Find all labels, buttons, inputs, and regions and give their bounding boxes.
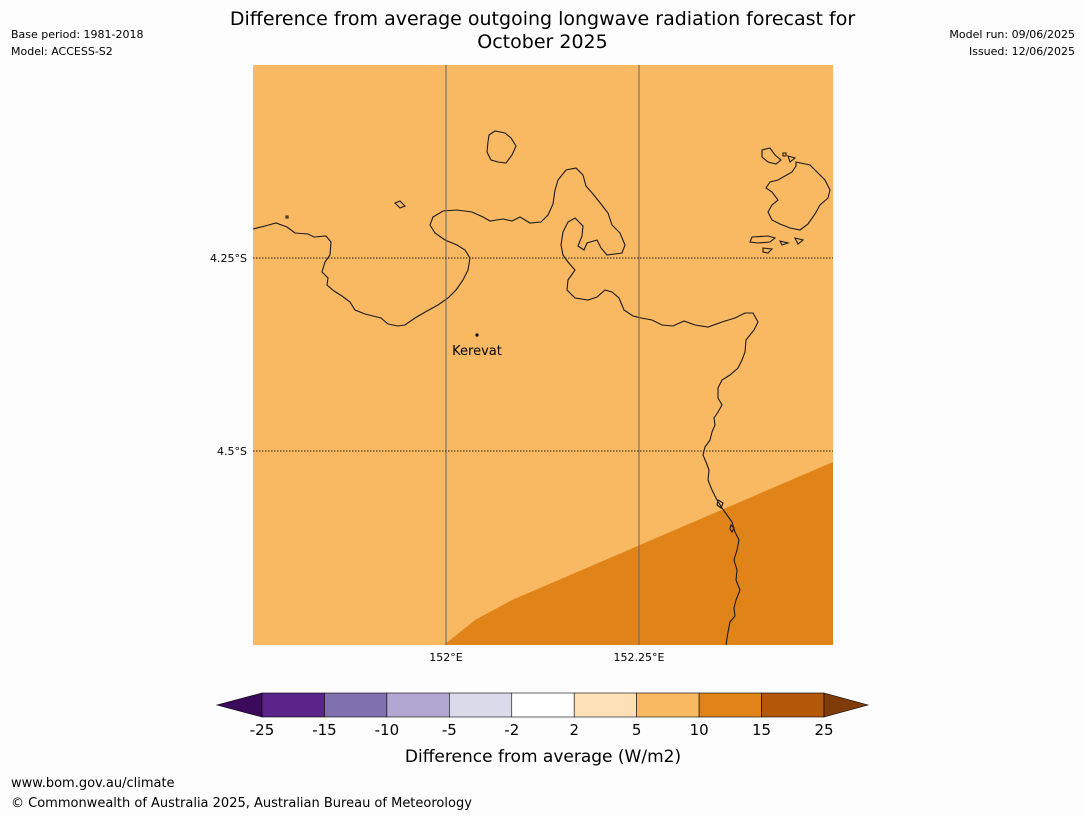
kerevat-label: Kerevat	[452, 344, 502, 359]
colorbar-tick-label: 10	[690, 721, 709, 739]
colorbar-segment	[449, 692, 513, 718]
colorbar-segment	[698, 692, 762, 718]
colorbar-tick-label: -2	[504, 721, 519, 739]
lon-label-152: 152°E	[429, 651, 462, 664]
colorbar-tick-label: -5	[442, 721, 457, 739]
colorbar: -25 -15 -10 -5 -2 2 5 10 15 25	[215, 692, 870, 739]
meta-right: Model run: 09/06/2025 Issued: 12/06/2025	[949, 26, 1075, 60]
colorbar-tick-label: 25	[814, 721, 833, 739]
colorbar-segment	[636, 692, 700, 718]
colorbar-extend-low	[215, 692, 263, 718]
base-period-text: Base period: 1981-2018	[11, 28, 144, 41]
colorbar-segment	[261, 692, 325, 718]
issued-text: Issued: 12/06/2025	[968, 45, 1075, 58]
colorbar-tick-label: -25	[250, 721, 275, 739]
footer-url: www.bom.gov.au/climate	[11, 776, 175, 791]
colorbar-tick-label: 2	[569, 721, 579, 739]
colorbar-tick-label: 5	[632, 721, 642, 739]
colorbar-segment	[324, 692, 388, 718]
model-text: Model: ACCESS-S2	[11, 45, 113, 58]
colorbar-tick-label: -10	[375, 721, 400, 739]
colorbar-label: Difference from average (W/m2)	[405, 747, 681, 767]
footer: www.bom.gov.au/climate © Commonwealth of…	[11, 774, 472, 814]
kerevat-marker	[475, 333, 479, 337]
colorbar-tick-label: -15	[312, 721, 337, 739]
colorbar-segment	[386, 692, 450, 718]
colorbar-segment	[761, 692, 825, 718]
colorbar-tick-label: 15	[752, 721, 771, 739]
model-run-text: Model run: 09/06/2025	[949, 28, 1075, 41]
colorbar-segment	[573, 692, 637, 718]
colorbar-segment	[511, 692, 575, 718]
coastline	[252, 130, 831, 646]
lat-label-4-25: 4.25°S	[210, 252, 247, 265]
title-line-2: October 2025	[477, 31, 608, 53]
lon-label-152-25: 152.25°E	[614, 651, 665, 664]
meta-left: Base period: 1981-2018 Model: ACCESS-S2	[11, 26, 143, 60]
lat-label-4-5: 4.5°S	[217, 445, 247, 458]
chart-title: Difference from average outgoing longwav…	[180, 8, 905, 54]
title-line-1: Difference from average outgoing longwav…	[229, 8, 856, 30]
colorbar-extend-high	[823, 692, 870, 718]
footer-copyright: © Commonwealth of Australia 2025, Austra…	[11, 796, 472, 811]
